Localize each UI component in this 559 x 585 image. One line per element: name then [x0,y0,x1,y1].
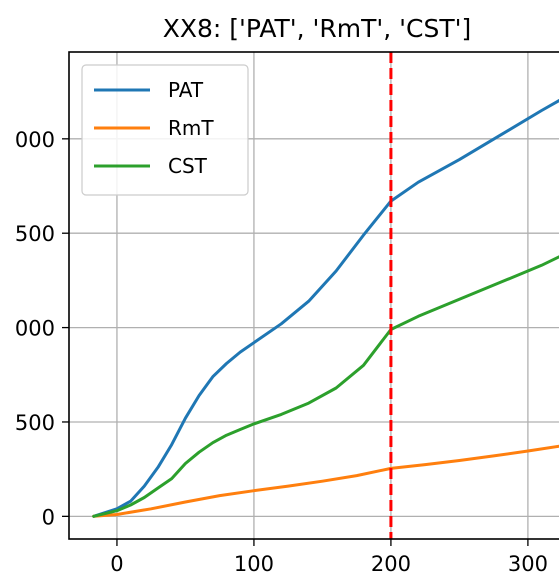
legend-label-pat: PAT [168,78,204,102]
x-tick-label: 100 [234,552,274,576]
legend-box [82,65,248,195]
legend-label-rmt: RmT [168,116,214,140]
x-tick-label: 0 [110,552,123,576]
y-tick-label: 000 [15,317,55,341]
y-tick-label: 500 [15,222,55,246]
x-tick-label: 200 [371,552,411,576]
series-line-cst [94,254,559,516]
y-tick-label: 000 [15,128,55,152]
legend: PAT RmT CST [82,65,248,195]
legend-label-cst: CST [168,154,208,178]
y-tick-label: 0 [42,505,55,529]
y-tick-label: 500 [15,411,55,435]
chart-title: XX8: ['PAT', 'RmT', 'CST'] [163,14,472,43]
x-tick-label: 300 [508,552,548,576]
